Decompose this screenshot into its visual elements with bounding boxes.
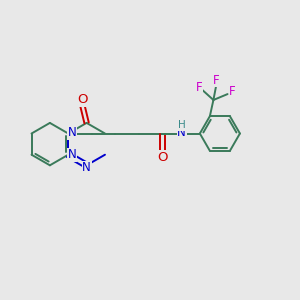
Text: N: N xyxy=(82,161,91,174)
Text: N: N xyxy=(68,148,76,161)
Text: O: O xyxy=(77,93,87,106)
Text: F: F xyxy=(213,74,220,87)
Text: F: F xyxy=(229,85,236,98)
Text: N: N xyxy=(68,126,76,140)
Text: F: F xyxy=(195,81,202,94)
Text: O: O xyxy=(157,151,168,164)
Text: N: N xyxy=(177,126,186,140)
Text: H: H xyxy=(178,120,186,130)
